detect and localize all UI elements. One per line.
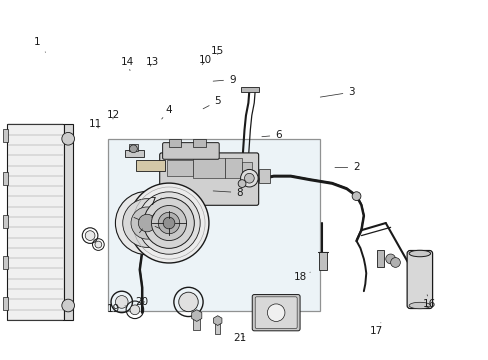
Bar xyxy=(3,172,8,185)
Circle shape xyxy=(267,304,285,321)
Bar xyxy=(193,313,200,330)
Bar xyxy=(224,158,242,178)
Bar xyxy=(125,149,143,157)
FancyBboxPatch shape xyxy=(252,294,300,331)
Circle shape xyxy=(181,207,190,217)
Circle shape xyxy=(385,254,395,264)
Bar xyxy=(3,129,8,141)
Circle shape xyxy=(95,241,102,248)
Circle shape xyxy=(122,199,171,247)
Circle shape xyxy=(138,214,156,232)
Text: 10: 10 xyxy=(199,55,212,65)
Circle shape xyxy=(390,258,400,267)
Text: 4: 4 xyxy=(162,105,172,119)
Circle shape xyxy=(158,212,180,234)
FancyBboxPatch shape xyxy=(407,251,432,309)
Text: 5: 5 xyxy=(203,96,221,109)
Circle shape xyxy=(240,170,258,187)
Bar xyxy=(166,160,193,176)
Bar xyxy=(193,158,224,178)
Bar xyxy=(240,87,259,92)
Bar xyxy=(215,318,220,334)
Circle shape xyxy=(115,296,128,308)
Bar xyxy=(242,162,251,176)
Bar xyxy=(259,169,269,183)
Bar xyxy=(108,139,319,311)
Circle shape xyxy=(179,292,198,312)
Circle shape xyxy=(138,192,200,254)
Text: 11: 11 xyxy=(89,120,102,129)
Circle shape xyxy=(129,145,137,153)
Text: 2: 2 xyxy=(334,162,359,172)
Text: 13: 13 xyxy=(145,57,158,67)
Bar xyxy=(7,125,63,320)
Bar xyxy=(136,160,164,171)
Text: 7: 7 xyxy=(148,197,161,207)
Circle shape xyxy=(115,192,179,255)
Text: 14: 14 xyxy=(121,57,134,71)
Text: 8: 8 xyxy=(213,188,243,198)
Ellipse shape xyxy=(408,250,430,257)
Text: 19: 19 xyxy=(106,304,125,314)
Bar xyxy=(376,249,383,267)
Circle shape xyxy=(130,305,140,315)
Text: 18: 18 xyxy=(293,272,309,282)
Bar xyxy=(169,139,181,147)
Circle shape xyxy=(85,231,95,240)
Bar xyxy=(129,144,138,151)
Text: 3: 3 xyxy=(320,87,354,97)
Circle shape xyxy=(129,183,208,263)
Circle shape xyxy=(351,192,360,201)
Circle shape xyxy=(61,299,74,312)
Circle shape xyxy=(238,180,245,188)
Bar xyxy=(193,139,205,147)
Text: 6: 6 xyxy=(262,130,282,140)
Bar xyxy=(3,256,8,269)
Bar xyxy=(318,252,326,270)
Bar xyxy=(63,125,72,320)
Circle shape xyxy=(151,206,186,240)
Text: 15: 15 xyxy=(211,46,224,56)
Circle shape xyxy=(143,198,194,248)
Text: 1: 1 xyxy=(34,37,45,52)
Text: 9: 9 xyxy=(213,75,235,85)
Circle shape xyxy=(163,217,175,229)
Bar xyxy=(3,297,8,310)
Text: 21: 21 xyxy=(232,333,246,343)
FancyBboxPatch shape xyxy=(255,297,297,329)
Bar xyxy=(3,215,8,228)
Circle shape xyxy=(131,207,163,239)
Ellipse shape xyxy=(408,302,430,309)
FancyBboxPatch shape xyxy=(160,153,258,205)
Circle shape xyxy=(61,132,74,145)
FancyBboxPatch shape xyxy=(163,143,219,159)
Text: 17: 17 xyxy=(368,323,382,336)
Text: 16: 16 xyxy=(422,295,435,309)
Text: 20: 20 xyxy=(135,297,148,307)
Circle shape xyxy=(244,173,254,183)
Text: 12: 12 xyxy=(106,111,120,121)
